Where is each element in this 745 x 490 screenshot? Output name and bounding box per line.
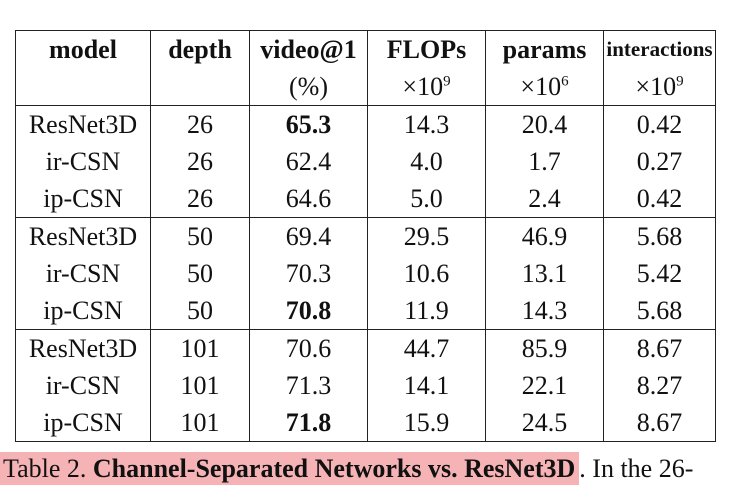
cell-model: ip-CSN (15, 292, 151, 330)
cell-video1: 70.8 (249, 292, 368, 330)
cell-flops: 10.6 (367, 255, 486, 292)
unit-flops: ×109 (367, 68, 486, 106)
cell-depth: 26 (150, 105, 250, 143)
unit-depth (150, 68, 250, 106)
cell-model: ResNet3D (15, 329, 151, 367)
table-caption: Table 2. Channel-Separated Networks vs. … (0, 452, 693, 486)
cell-model: ir-CSN (15, 143, 151, 180)
cell-params: 85.9 (485, 329, 604, 367)
cell-video1: 71.3 (249, 367, 368, 404)
unit-video1: (%) (249, 68, 368, 106)
cell-params: 46.9 (485, 217, 604, 255)
table-body: ResNet3D 26 65.3 14.3 20.4 0.42 ir-CSN 26 62.4 4.… (15, 105, 716, 442)
unit-interactions-base: ×10 (635, 72, 677, 101)
cell-flops: 14.3 (367, 105, 486, 143)
cell-flops: 5.0 (367, 180, 486, 218)
caption-continuation: In the 26- (585, 454, 694, 483)
cell-video1: 71.8 (249, 404, 368, 442)
table-row: ResNet3D 101 70.6 44.7 85.9 8.67 (15, 329, 716, 367)
header-flops: FLOPs (367, 30, 486, 68)
cell-depth: 26 (150, 180, 250, 218)
table-row: ip-CSN 101 71.8 15.9 24.5 8.67 (15, 404, 716, 442)
caption-highlight: Table 2. Channel-Separated Networks vs. … (0, 452, 580, 485)
header-interactions: interactions (603, 30, 716, 68)
cell-depth: 50 (150, 255, 250, 292)
table-row: ResNet3D 26 65.3 14.3 20.4 0.42 (15, 105, 716, 143)
caption-label: Table 2. (3, 454, 87, 483)
cell-params: 13.1 (485, 255, 604, 292)
cell-params: 2.4 (485, 180, 604, 218)
cell-model: ip-CSN (15, 404, 151, 442)
cell-video1: 70.3 (249, 255, 368, 292)
cell-video1: 65.3 (249, 105, 368, 143)
cell-interactions: 0.42 (603, 105, 716, 143)
unit-interactions-exp: 9 (676, 73, 684, 90)
cell-video1: 62.4 (249, 143, 368, 180)
cell-interactions: 8.67 (603, 329, 716, 367)
table-row: ResNet3D 50 69.4 29.5 46.9 5.68 (15, 217, 716, 255)
cell-model: ip-CSN (15, 180, 151, 218)
unit-params: ×106 (485, 68, 604, 106)
cell-interactions: 5.68 (603, 217, 716, 255)
unit-model (15, 68, 151, 106)
unit-params-base: ×10 (520, 72, 562, 101)
cell-flops: 11.9 (367, 292, 486, 330)
cell-params: 14.3 (485, 292, 604, 330)
cell-model: ResNet3D (15, 105, 151, 143)
cell-depth: 101 (150, 329, 250, 367)
table-row: ir-CSN 50 70.3 10.6 13.1 5.42 (15, 255, 716, 292)
cell-depth: 101 (150, 367, 250, 404)
header-row: model depth video@1 FLOPs params interac… (15, 30, 716, 68)
units-row: (%) ×109 ×106 ×109 (15, 68, 716, 106)
header-params: params (485, 30, 604, 68)
cell-params: 24.5 (485, 404, 604, 442)
cell-depth: 50 (150, 292, 250, 330)
results-table: model depth video@1 FLOPs params interac… (15, 30, 716, 442)
cell-flops: 29.5 (367, 217, 486, 255)
cell-model: ir-CSN (15, 255, 151, 292)
cell-depth: 26 (150, 143, 250, 180)
unit-params-exp: 6 (561, 73, 569, 90)
header-model: model (15, 30, 151, 68)
cell-video1: 69.4 (249, 217, 368, 255)
cell-model: ir-CSN (15, 367, 151, 404)
table-row: ir-CSN 101 71.3 14.1 22.1 8.27 (15, 367, 716, 404)
table-row: ip-CSN 26 64.6 5.0 2.4 0.42 (15, 180, 716, 218)
cell-depth: 101 (150, 404, 250, 442)
caption-title: Channel-Separated Networks vs. ResNet3D (92, 454, 576, 483)
cell-flops: 44.7 (367, 329, 486, 367)
unit-flops-exp: 9 (443, 73, 451, 90)
cell-interactions: 5.42 (603, 255, 716, 292)
cell-depth: 50 (150, 217, 250, 255)
cell-interactions: 8.67 (603, 404, 716, 442)
cell-params: 22.1 (485, 367, 604, 404)
cell-interactions: 0.42 (603, 180, 716, 218)
cell-model: ResNet3D (15, 217, 151, 255)
table-row: ir-CSN 26 62.4 4.0 1.7 0.27 (15, 143, 716, 180)
header-video1: video@1 (249, 30, 368, 68)
cell-interactions: 0.27 (603, 143, 716, 180)
cell-interactions: 8.27 (603, 367, 716, 404)
cell-flops: 15.9 (367, 404, 486, 442)
unit-interactions: ×109 (603, 68, 716, 106)
table-row: ip-CSN 50 70.8 11.9 14.3 5.68 (15, 292, 716, 330)
cell-flops: 4.0 (367, 143, 486, 180)
cell-flops: 14.1 (367, 367, 486, 404)
caption-title-end: . (579, 454, 586, 483)
unit-flops-base: ×10 (402, 72, 444, 101)
cell-video1: 64.6 (249, 180, 368, 218)
cell-video1: 70.6 (249, 329, 368, 367)
cell-params: 1.7 (485, 143, 604, 180)
header-depth: depth (150, 30, 250, 68)
cell-params: 20.4 (485, 105, 604, 143)
cell-interactions: 5.68 (603, 292, 716, 330)
